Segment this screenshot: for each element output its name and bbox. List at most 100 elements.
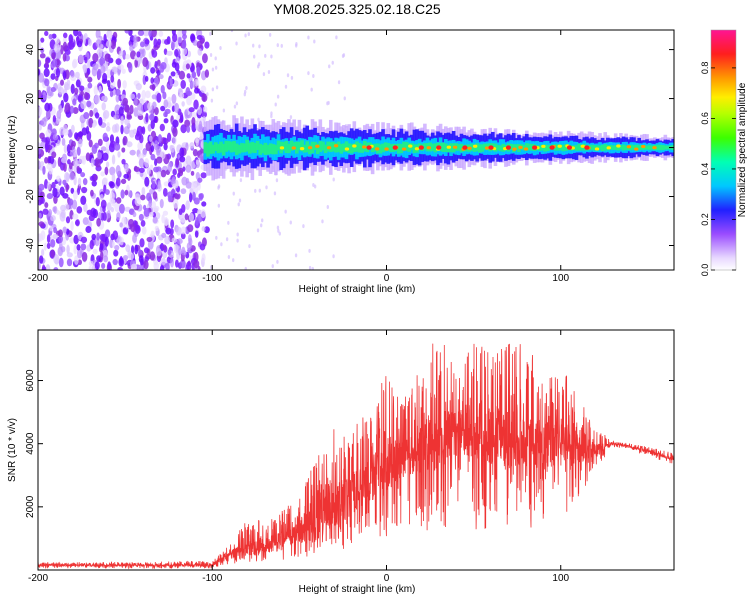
noise-speckle-faint — [261, 218, 264, 223]
noise-speckle — [172, 33, 178, 43]
signal-band-segment — [430, 143, 435, 151]
signal-band-segment — [660, 145, 665, 151]
signal-band-segment — [645, 145, 649, 150]
signal-band-segment — [315, 143, 320, 155]
noise-speckle — [178, 70, 186, 80]
noise-speckle — [45, 58, 49, 68]
snr-y-tick-label: 4000 — [25, 432, 36, 455]
noise-speckle — [150, 145, 155, 153]
noise-speckle-faint — [214, 65, 218, 70]
noise-speckle — [54, 37, 60, 44]
noise-speckle-faint — [211, 87, 215, 92]
noise-speckle — [45, 264, 51, 270]
noise-speckle — [170, 257, 174, 268]
noise-speckle — [83, 92, 89, 100]
noise-speckle — [43, 68, 50, 78]
noise-speckle — [185, 63, 191, 70]
noise-speckle-faint — [206, 92, 209, 97]
signal-band-segment — [545, 145, 550, 151]
noise-speckle — [82, 178, 88, 186]
noise-speckle — [170, 189, 176, 195]
noise-speckle — [122, 97, 129, 106]
noise-speckle — [69, 172, 75, 181]
noise-speckle — [138, 249, 142, 255]
noise-speckle — [38, 233, 41, 243]
noise-speckle — [106, 122, 110, 128]
noise-speckle — [73, 157, 78, 168]
noise-speckle — [185, 181, 192, 189]
noise-speckle — [83, 202, 88, 213]
noise-speckle-faint — [258, 44, 261, 49]
noise-speckle — [80, 195, 87, 206]
noise-speckle — [179, 92, 185, 99]
signal-core-fleck — [518, 145, 523, 149]
noise-speckle — [65, 184, 70, 191]
noise-speckle — [185, 200, 190, 211]
noise-speckle — [72, 98, 77, 106]
noise-speckle — [126, 141, 133, 148]
noise-speckle — [172, 168, 177, 176]
noise-speckle — [107, 261, 112, 270]
noise-speckle-faint — [257, 117, 260, 122]
noise-speckle — [80, 236, 88, 244]
noise-speckle — [49, 91, 54, 97]
noise-speckle — [121, 147, 126, 153]
noise-speckle — [72, 199, 78, 210]
noise-speckle — [159, 198, 164, 209]
noise-speckle — [76, 244, 81, 251]
noise-speckle — [80, 100, 87, 110]
signal-band-segment — [261, 144, 265, 154]
signal-core-fleck — [374, 147, 380, 151]
noise-speckle — [124, 104, 130, 113]
noise-speckle — [195, 120, 199, 131]
noise-speckle — [185, 90, 193, 96]
noise-speckle — [194, 87, 200, 94]
noise-speckle — [151, 180, 156, 189]
noise-speckle — [75, 79, 81, 88]
noise-speckle — [40, 141, 46, 150]
colorbar-tick-label: 0.2 — [700, 213, 710, 226]
signal-core-fleck — [344, 147, 350, 151]
noise-speckle — [161, 257, 166, 266]
noise-speckle — [57, 86, 64, 95]
noise-speckle — [167, 101, 172, 109]
noise-speckle — [200, 85, 207, 94]
noise-speckle — [174, 62, 180, 72]
noise-speckle — [96, 217, 101, 227]
noise-speckle — [151, 30, 157, 38]
noise-speckle — [90, 175, 95, 181]
noise-speckle — [94, 94, 101, 104]
noise-speckle-faint — [312, 73, 315, 78]
noise-speckle — [52, 233, 59, 240]
noise-speckle — [51, 151, 57, 159]
signal-band-segment — [433, 143, 438, 153]
noise-speckle — [157, 179, 161, 190]
noise-speckle — [52, 134, 59, 141]
noise-speckle — [201, 201, 207, 207]
signal-core-fleck — [641, 144, 646, 149]
noise-speckle — [156, 156, 163, 164]
noise-speckle — [38, 261, 41, 270]
signal-band-segment — [525, 143, 529, 151]
signal-band-segment — [344, 141, 349, 152]
signal-band-segment — [297, 141, 302, 151]
noise-speckle — [163, 142, 168, 151]
noise-speckle-faint — [239, 178, 243, 183]
noise-speckle — [139, 134, 144, 144]
noise-speckle — [59, 186, 65, 196]
noise-speckle — [154, 225, 159, 232]
noise-speckle — [129, 93, 136, 100]
signal-band-segment — [383, 142, 388, 152]
noise-speckle-faint — [278, 231, 281, 236]
noise-speckle — [122, 227, 128, 235]
noise-speckle — [62, 52, 67, 62]
noise-speckle — [195, 159, 199, 165]
signal-core-fleck — [594, 147, 600, 151]
noise-speckle — [88, 38, 92, 47]
noise-speckle — [43, 242, 47, 251]
noise-speckle — [89, 109, 94, 118]
noise-speckle — [163, 118, 169, 124]
signal-band-segment — [574, 145, 579, 151]
noise-speckle-faint — [237, 202, 240, 207]
noise-speckle — [60, 79, 64, 86]
